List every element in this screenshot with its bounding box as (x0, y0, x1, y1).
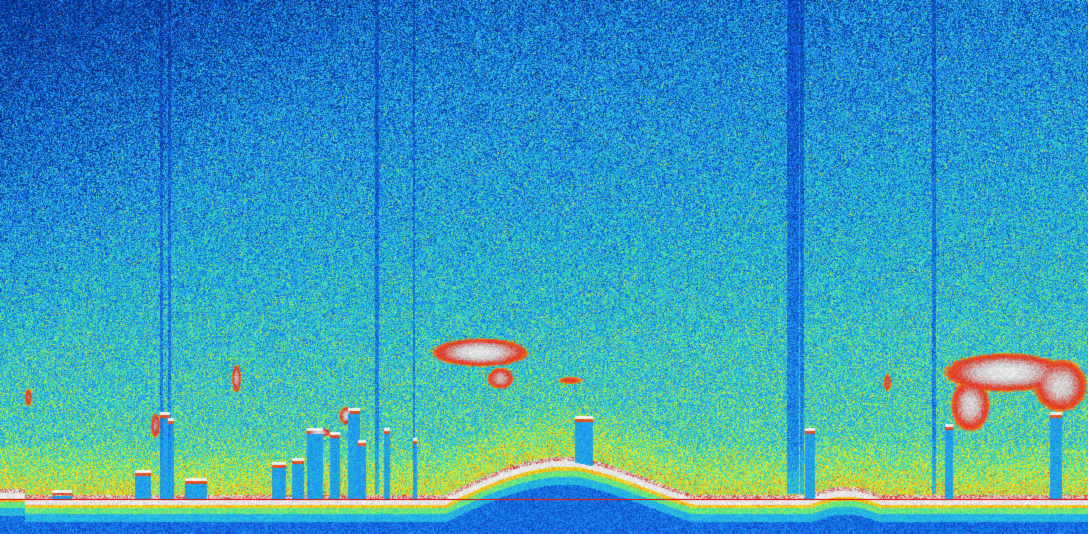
echogram-raster (0, 0, 1088, 534)
echogram (0, 0, 1088, 534)
